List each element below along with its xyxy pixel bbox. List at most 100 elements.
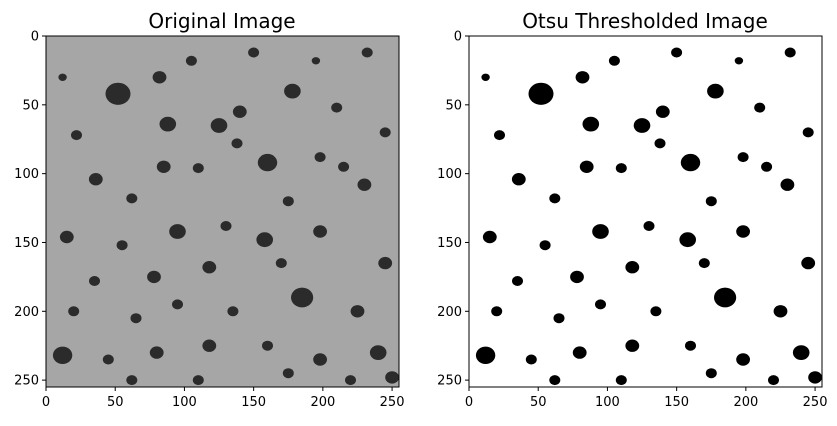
left-particle [202, 261, 217, 274]
right-particle [792, 345, 810, 360]
left-particle [130, 313, 142, 324]
right-particle [780, 178, 795, 191]
left-particle [52, 346, 73, 364]
right-particle [801, 256, 816, 270]
left-image [46, 36, 399, 387]
right-axes-frame [468, 35, 823, 388]
left-image-background [46, 36, 399, 387]
right-particle [595, 299, 606, 310]
left-particle [149, 346, 164, 359]
left-ytick-label: 250 [14, 374, 39, 389]
right-chart-title: Otsu Thresholded Image [522, 9, 768, 33]
right-xtick-label: 50 [530, 395, 547, 410]
left-particle [338, 161, 350, 172]
left-xtick-label: 250 [380, 395, 405, 410]
right-particle [655, 105, 670, 118]
left-particle [58, 73, 67, 82]
left-axes-frame [45, 35, 400, 388]
left-particle [220, 221, 232, 231]
right-ytick-label: 0 [454, 30, 462, 45]
left-particle [379, 127, 391, 138]
right-particle [582, 116, 600, 132]
right-particle [491, 306, 503, 317]
left-particle [314, 152, 326, 163]
left-particle [89, 276, 100, 286]
left-particle [159, 116, 177, 132]
right-particle [808, 371, 822, 384]
right-particle [802, 127, 814, 138]
right-ytick-label: 100 [437, 167, 462, 182]
right-subplot: Otsu Thresholded Image 0 50 100 150 200 25005… [437, 9, 827, 410]
right-particle [625, 339, 640, 352]
right-particle [525, 354, 537, 365]
left-particle [378, 256, 393, 270]
right-particle [608, 55, 620, 66]
right-particle [512, 276, 523, 286]
left-particle [275, 258, 287, 269]
left-ytick-label: 200 [14, 305, 39, 320]
left-particle [350, 305, 365, 318]
right-particle [579, 160, 594, 173]
left-ytick-label: 100 [14, 167, 39, 182]
right-particle [539, 240, 551, 251]
left-particle [257, 153, 278, 172]
right-particle [511, 173, 526, 186]
left-particle [248, 47, 260, 58]
left-particle [361, 47, 373, 58]
left-particle [256, 232, 274, 248]
right-ytick-label: 50 [445, 98, 462, 113]
right-particle [736, 225, 750, 238]
left-particle [169, 224, 186, 239]
left-particle [88, 173, 103, 186]
right-particle [714, 287, 737, 308]
right-xtick-label: 150 [664, 395, 689, 410]
left-particle [147, 270, 161, 284]
left-xtick-label: 50 [107, 395, 124, 410]
right-particle [494, 130, 505, 141]
right-particle [615, 163, 627, 174]
left-particle [126, 193, 138, 204]
right-image-background [469, 36, 822, 387]
left-ytick-label: 50 [22, 98, 39, 113]
left-particle [152, 71, 167, 84]
left-particle [59, 230, 74, 244]
right-particle [633, 118, 651, 133]
left-ytick-label: 0 [31, 30, 39, 45]
right-particle [705, 196, 717, 207]
right-particle [737, 152, 749, 163]
left-particle [192, 375, 204, 386]
left-subplot: Original Image 0 50 100 150 200 2500501001502… [14, 9, 404, 410]
left-particle [284, 83, 301, 99]
right-particle [528, 82, 554, 105]
right-particle [768, 375, 779, 386]
left-particle [232, 105, 247, 118]
left-particle [102, 354, 114, 365]
left-particle [345, 375, 356, 386]
right-ytick-label: 150 [437, 236, 462, 251]
right-particle [707, 83, 724, 99]
left-particle [105, 82, 131, 105]
left-particle [68, 306, 80, 317]
right-particle [761, 161, 773, 172]
left-particle [357, 178, 372, 191]
right-particle [736, 353, 750, 366]
left-particle [282, 368, 294, 379]
right-particle [643, 221, 655, 231]
right-particle [754, 102, 766, 113]
left-particle [185, 55, 197, 66]
right-particle [549, 193, 561, 204]
right-ytick-label: 250 [437, 374, 462, 389]
right-particle [698, 258, 710, 269]
left-particle [262, 340, 273, 351]
right-particle [680, 153, 701, 172]
right-particle [592, 224, 609, 239]
right-particle [482, 230, 497, 244]
left-xtick-label: 100 [172, 395, 197, 410]
left-particle [282, 196, 294, 207]
left-chart-title: Original Image [148, 9, 295, 33]
left-particle [369, 345, 387, 360]
right-image [469, 36, 822, 387]
